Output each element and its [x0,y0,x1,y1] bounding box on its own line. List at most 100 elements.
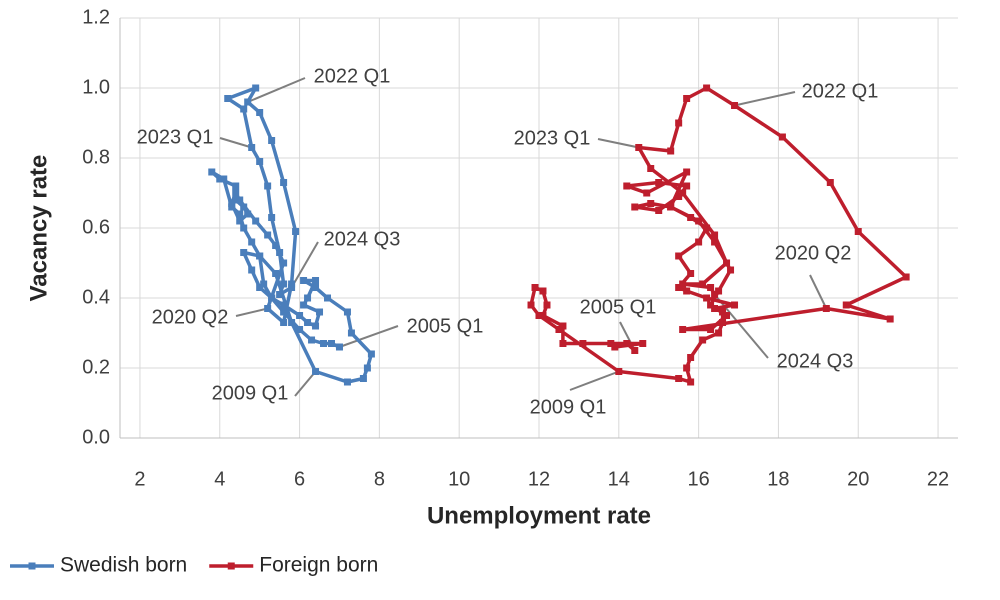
marker [675,252,683,260]
annotation: 2022 Q1 [314,65,391,87]
marker [240,203,248,211]
marker [675,375,683,382]
marker [703,294,711,302]
marker [264,182,272,190]
marker [607,340,615,347]
marker [675,284,683,291]
legend-label: Foreign born [259,554,378,577]
annotation: 2009 Q1 [212,382,289,404]
marker [531,284,539,291]
marker [268,294,276,302]
y-axis-title: Vacancy rate [25,155,52,302]
marker [296,312,304,319]
marker [635,144,643,151]
marker [232,196,240,204]
marker [288,284,296,291]
annotation: 2022 Q1 [802,80,879,102]
marker [675,193,683,200]
marker [707,301,715,309]
marker [312,368,320,375]
marker [280,319,288,326]
marker [687,270,695,277]
marker [647,165,655,172]
annotation-leader [290,241,319,289]
marker [535,312,543,319]
marker [539,287,547,295]
marker [252,84,260,92]
marker [711,231,719,239]
marker [667,147,675,155]
marker [240,249,248,256]
marker [228,200,236,207]
marker [611,343,619,351]
marker [778,133,786,141]
marker [719,308,727,316]
marker [288,319,296,326]
marker [711,238,719,246]
marker [264,305,272,312]
marker [683,287,691,295]
y-tick-label: 0.4 [82,286,110,308]
y-tick-label: 0.8 [82,146,110,168]
marker [687,214,695,221]
marker [312,322,320,330]
marker [252,217,260,225]
marker [280,179,288,186]
annotation: 2009 Q1 [530,396,607,418]
marker [280,259,288,267]
marker [268,214,276,221]
x-tick-label: 8 [374,468,385,490]
marker [240,105,248,113]
annotation-leader [713,293,769,359]
marker [232,182,240,190]
marker [615,368,623,375]
annotation-leader [235,307,268,317]
marker [707,326,715,333]
marker [236,217,244,225]
y-tick-label: 1.2 [82,6,110,28]
annotation-leader [569,370,620,391]
annotation-leader [219,137,252,149]
marker [208,168,216,176]
marker [683,95,691,102]
marker [715,329,723,337]
marker [240,224,248,232]
marker [236,196,244,204]
marker [555,326,563,333]
annotation-leader [597,138,639,149]
annotation-leader [339,325,399,348]
x-tick-label: 16 [687,468,709,490]
marker [256,284,264,291]
annotation-leader [247,77,306,103]
marker [248,266,256,274]
marker [679,189,687,197]
marker [343,378,351,386]
y-tick-label: 0.6 [82,216,110,238]
marker [232,189,240,197]
annotation: 2005 Q1 [580,296,657,318]
marker [343,308,351,316]
marker [543,301,551,309]
marker [655,207,663,214]
marker [312,277,320,284]
x-tick-label: 12 [528,468,550,490]
marker [695,217,703,225]
marker [639,340,647,347]
marker [647,200,655,207]
x-tick-label: 6 [294,468,305,490]
y-tick-label: 0.0 [82,426,110,448]
marker [631,347,639,354]
marker [292,228,300,235]
x-tick-label: 4 [214,468,225,490]
marker [723,312,731,319]
marker [854,228,862,235]
marker [687,378,695,386]
marker [731,102,739,109]
marker [623,182,631,190]
marker [623,340,631,347]
marker [731,301,739,309]
y-tick-label: 0.2 [82,356,110,378]
marker [559,322,567,330]
marker [280,308,288,316]
